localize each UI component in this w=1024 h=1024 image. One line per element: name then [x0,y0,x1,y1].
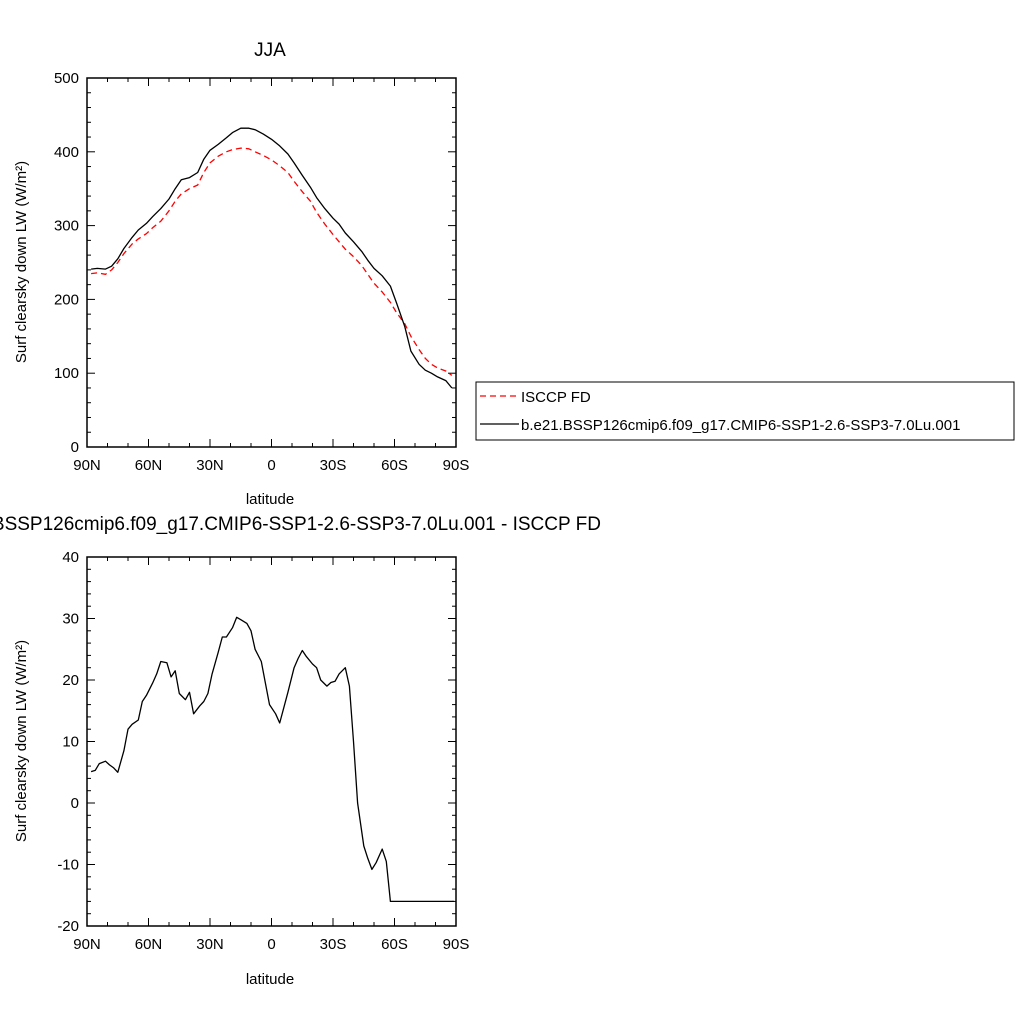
top-y-tick-label: 500 [54,70,79,87]
bottom-y-tick-label: 10 [62,734,79,751]
bottom-series-line-0 [90,616,454,903]
bottom-series-lines [90,616,454,903]
bottom-x-tick-label: 30S [320,936,347,953]
bottom-x-tick-label: 60S [381,936,408,953]
top-y-ticks: 0 100 200 300 400 500 [54,70,456,456]
legend: ISCCP FD b.e21.BSSP126cmip6.f09_g17.CMIP… [475,381,1015,441]
bottom-chart-title: b.e21.BSSP126cmip6.f09_g17.CMIP6-SSP1-2.… [0,514,601,535]
legend-label-isccp: ISCCP FD [521,389,591,406]
legend-label-model: b.e21.BSSP126cmip6.f09_g17.CMIP6-SSP1-2.… [521,417,960,434]
bottom-x-tick-label: 90N [73,936,101,953]
bottom-y-tick-label: 30 [62,611,79,628]
bottom-x-axis-label: latitude [246,971,294,988]
bottom-y-ticks: -20 -10 0 10 20 30 40 [57,549,456,935]
top-chart-title: JJA [254,40,286,61]
top-series-line-1 [91,127,453,389]
bottom-y-axis-label: Surf clearsky down LW (W/m²) [13,640,30,842]
bottom-panel: b.e21.BSSP126cmip6.f09_g17.CMIP6-SSP1-2.… [0,514,601,988]
top-x-tick-label: 30S [320,457,347,474]
bottom-x-ticks: 90N 60N 30N 0 30S 60S 90S [73,557,469,953]
bottom-x-tick-label: 0 [267,936,275,953]
bottom-plot-frame [86,556,457,927]
bottom-y-tick-label: -10 [57,857,79,874]
top-series-lines [91,127,453,389]
bottom-y-tick-label: -20 [57,918,79,935]
bottom-y-tick-label: 0 [71,795,79,812]
top-y-tick-label: 200 [54,291,79,308]
top-x-tick-label: 30N [196,457,224,474]
top-plot-frame [86,77,457,448]
bottom-x-tick-label: 90S [443,936,470,953]
top-x-ticks: 90N 60N 30N 0 30S 60S 90S [73,78,469,474]
bottom-y-tick-label: 20 [62,672,79,689]
top-x-tick-label: 60S [381,457,408,474]
bottom-x-tick-label: 60N [135,936,163,953]
top-y-tick-label: 400 [54,144,79,161]
top-y-tick-label: 300 [54,218,79,235]
legend-box [475,381,1015,441]
top-x-tick-label: 90S [443,457,470,474]
top-y-tick-label: 0 [71,439,79,456]
bottom-x-tick-label: 30N [196,936,224,953]
top-y-tick-label: 100 [54,365,79,382]
top-y-axis-label: Surf clearsky down LW (W/m²) [13,161,30,363]
top-panel: JJA 0 100 200 300 400 500 90N 60N 30N 0 30S 60S 90S… [13,40,469,508]
top-x-axis-label: latitude [246,491,294,508]
bottom-y-tick-label: 40 [62,549,79,566]
top-x-tick-label: 0 [267,457,275,474]
top-x-tick-label: 90N [73,457,101,474]
top-x-tick-label: 60N [135,457,163,474]
top-series-line-0 [91,147,453,376]
